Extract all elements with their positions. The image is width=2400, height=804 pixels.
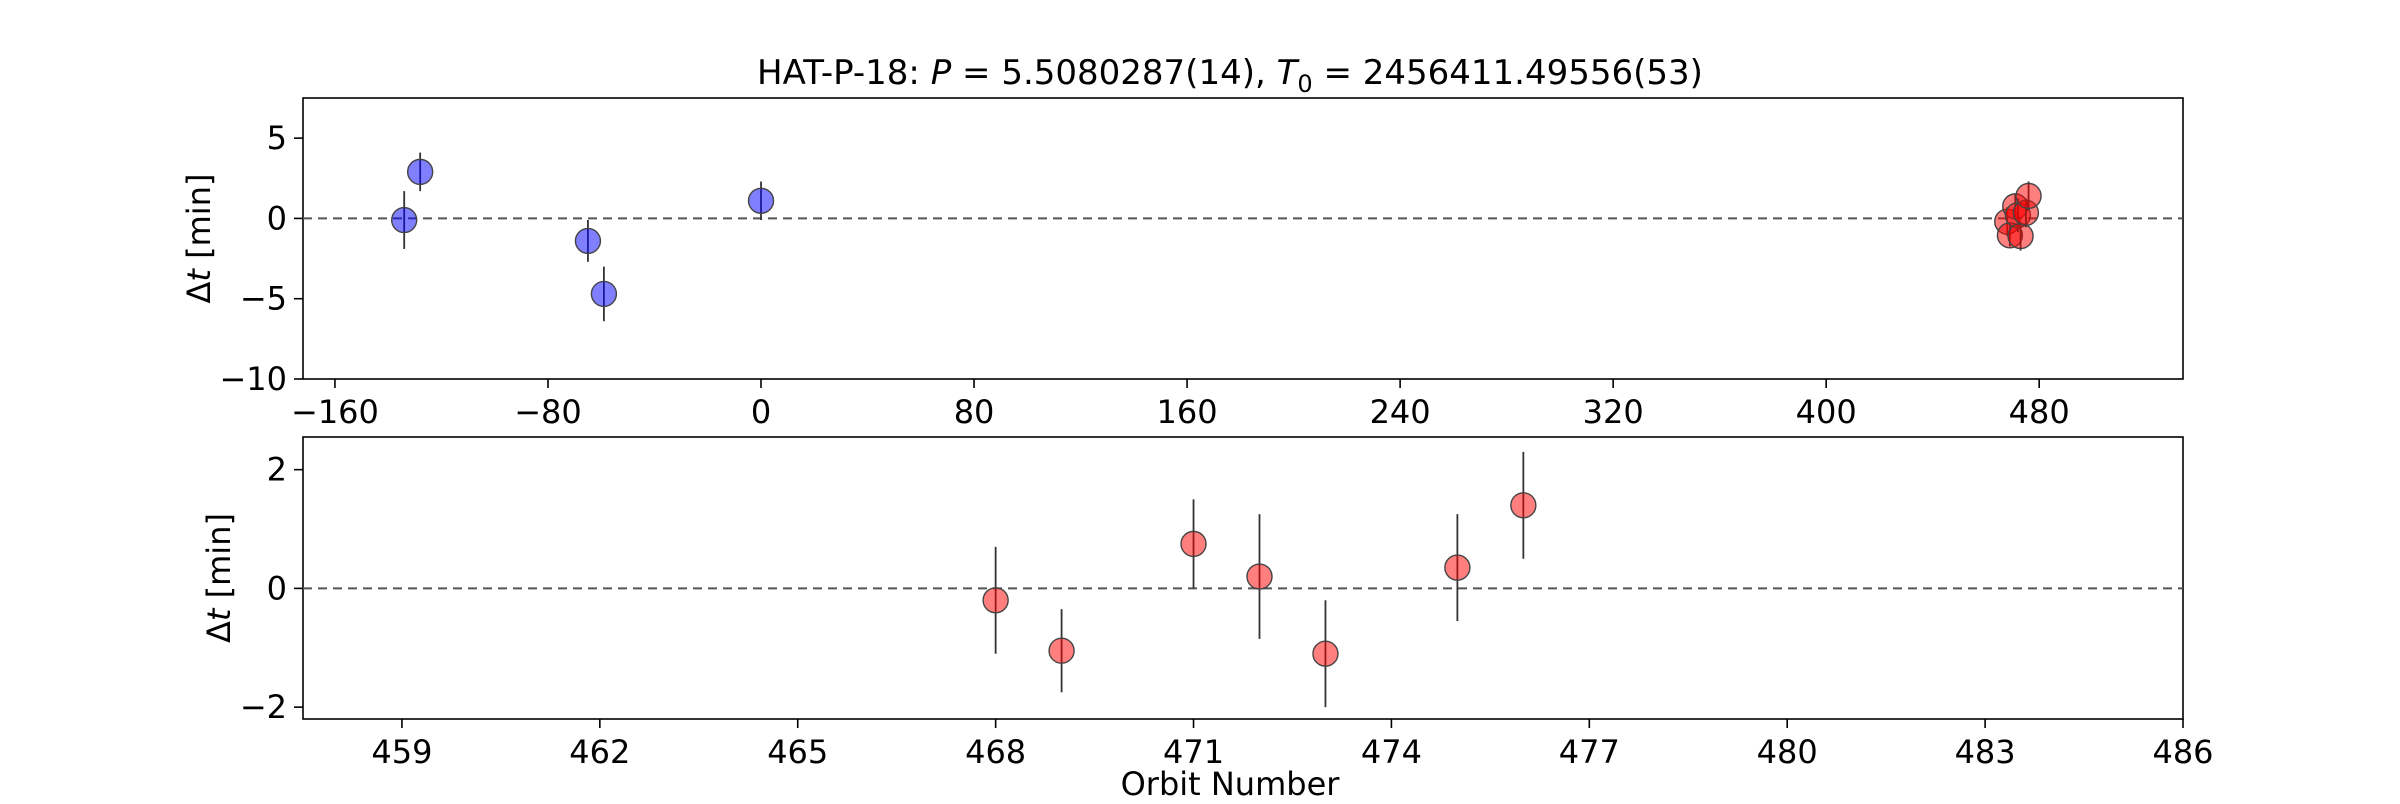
top-x-tick-label: 0 (751, 393, 771, 431)
bottom-y-tick-label: −2 (240, 688, 287, 726)
top-panel-frame (302, 97, 2184, 380)
bottom-data-point (1444, 554, 1471, 581)
bottom-panel: Δt [min] Orbit Number 459 462 465 468 471 474… (200, 436, 2214, 803)
bottom-x-tick-label: 474 (1361, 733, 1422, 771)
bottom-data-point (982, 587, 1009, 614)
bottom-data-point (1312, 640, 1339, 667)
bottom-y-axis-label: Δt [min] (200, 513, 238, 643)
top-x-tick-label: −80 (514, 393, 582, 431)
bottom-data-point (1180, 530, 1207, 558)
top-data-point (390, 206, 418, 234)
top-data-point (590, 280, 618, 308)
top-data-point (2015, 182, 2042, 210)
top-x-tick-label: 240 (1370, 393, 1431, 431)
bottom-panel-frame (302, 436, 2184, 720)
bottom-x-tick-label: 483 (1955, 733, 2016, 771)
bottom-x-tick-label: 477 (1559, 733, 1620, 771)
top-x-tick-label: 400 (1796, 393, 1857, 431)
top-x-tick-label: 480 (2009, 393, 2070, 431)
top-x-tick-label: 80 (954, 393, 995, 431)
top-data-point (2007, 222, 2034, 250)
bottom-x-tick-label: 462 (569, 733, 630, 771)
bottom-x-tick-label: 480 (1757, 733, 1818, 771)
bottom-data-point (1048, 637, 1075, 664)
top-data-point (574, 227, 602, 255)
top-y-tick-label: 0 (267, 199, 287, 237)
bottom-x-tick-label: 471 (1163, 733, 1224, 771)
top-data-point (747, 187, 775, 214)
top-y-axis-label: Δt [min] (180, 174, 218, 304)
bottom-x-tick-label: 486 (2152, 733, 2213, 771)
bottom-y-tick-label: 0 (267, 569, 287, 607)
bottom-x-tick-label: 465 (767, 733, 828, 771)
chart-title: HAT-P-18: P = 5.5080287(14), T0 = 245641… (757, 53, 1703, 98)
top-data-point (406, 158, 434, 186)
top-y-tick-label: −10 (219, 360, 287, 398)
top-x-tick-label: 320 (1583, 393, 1644, 431)
top-panel: Δt [min] −160 −80 0 80 160 240 320 400 480 −10 −5 0… (180, 97, 2184, 431)
x-axis-label: Orbit Number (1121, 765, 1341, 800)
bottom-data-point (1510, 492, 1537, 519)
top-y-tick-label: 5 (267, 119, 287, 157)
top-y-tick-label: −5 (240, 280, 287, 318)
bottom-x-tick-label: 459 (371, 733, 432, 771)
bottom-data-point (1246, 563, 1273, 590)
top-x-tick-label: 160 (1157, 393, 1218, 431)
bottom-y-tick-label: 2 (267, 451, 287, 489)
bottom-x-tick-label: 468 (965, 733, 1026, 771)
top-x-tick-label: −160 (291, 393, 379, 431)
